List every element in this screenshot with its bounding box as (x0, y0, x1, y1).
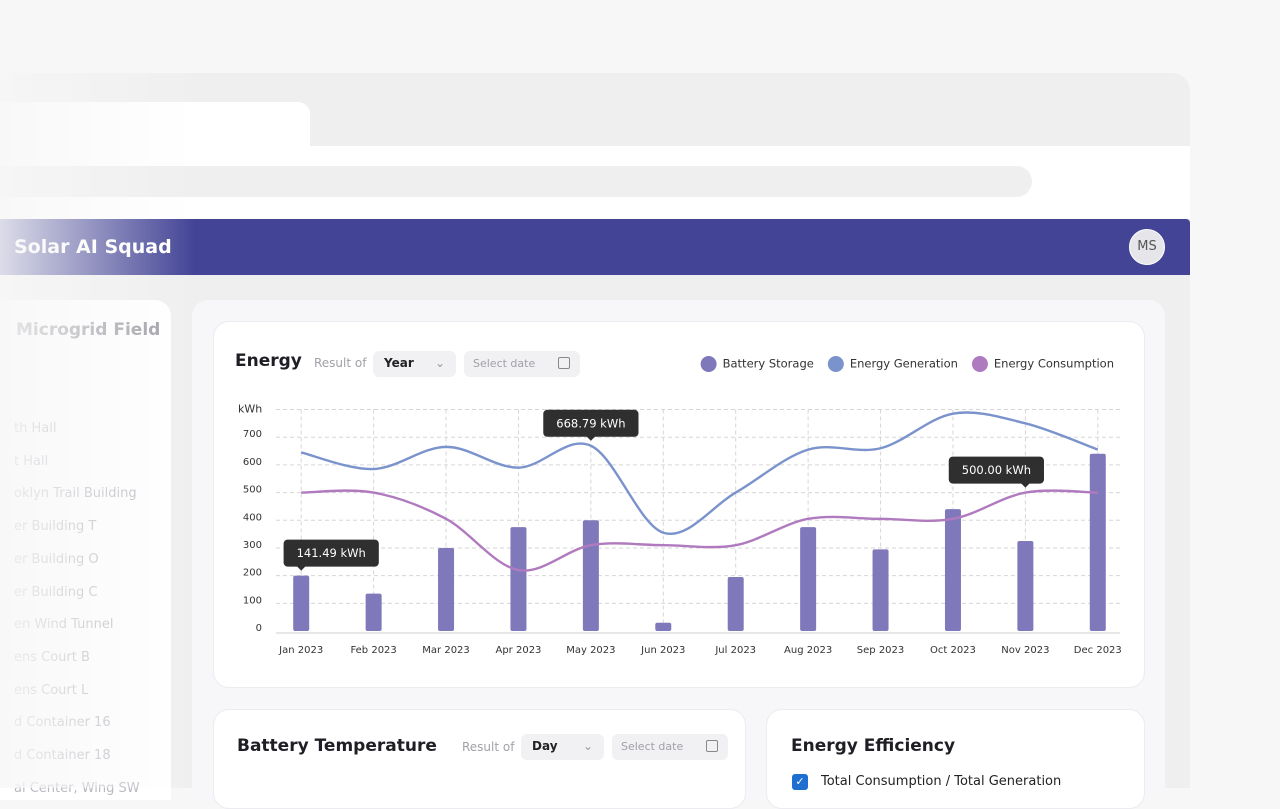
x-tick-label: Jan 2023 (278, 645, 323, 656)
y-tick-label: 700 (243, 429, 262, 440)
x-tick-label: Jun 2023 (640, 645, 685, 656)
y-tick-label: 400 (243, 512, 262, 523)
y-tick-label: 200 (243, 568, 262, 579)
x-tick-label: Mar 2023 (422, 645, 470, 656)
x-tick-label: Sep 2023 (857, 645, 904, 656)
tooltip: 141.49 kWh (283, 539, 379, 571)
tooltip-box (283, 539, 379, 567)
x-tick-label: Apr 2023 (495, 645, 541, 656)
tooltip-text: 141.49 kWh (297, 546, 366, 560)
x-tick-label: Feb 2023 (350, 645, 396, 656)
energy-chart: kWh 0 100 200 300 400 500 600 700 Jan 2023 Feb 202… (238, 356, 1122, 656)
date-picker[interactable]: Select date (612, 734, 728, 760)
legend-swatch (700, 356, 717, 372)
bar (727, 577, 744, 631)
y-tick-label: 600 (243, 457, 262, 468)
legend-label: Energy Consumption (994, 357, 1114, 371)
bar (438, 547, 455, 631)
y-tick-label: 300 (243, 540, 262, 551)
calendar-icon (706, 740, 718, 752)
date-placeholder: Select date (473, 357, 536, 370)
y-axis-label: kWh (238, 403, 262, 416)
period-select[interactable]: Day ⌄ (521, 734, 604, 760)
x-tick-label: Dec 2023 (1074, 645, 1122, 656)
bar (944, 509, 961, 631)
tooltip-box (948, 456, 1044, 484)
date-placeholder: Select date (621, 740, 684, 753)
y-tick-label: 0 (256, 623, 262, 634)
bar (1089, 453, 1106, 631)
y-tick-label: 500 (243, 485, 262, 496)
page: Solar AI Squad MS Microgrid Field th Hal… (0, 0, 1190, 809)
result-of-label: Result of (462, 740, 515, 754)
legend-swatch (971, 356, 988, 372)
bar (365, 593, 382, 631)
tooltip-pointer (585, 435, 596, 441)
date-picker[interactable]: Select date (464, 351, 580, 377)
legend-label: Energy Generation (850, 357, 958, 371)
legend-swatch (827, 356, 844, 372)
bar (293, 575, 310, 631)
line (300, 411, 1099, 536)
legend-label: Battery Storage (723, 357, 814, 371)
bar (582, 520, 599, 631)
line (301, 489, 1098, 572)
battery-temperature-title: Battery Temperature (237, 736, 437, 756)
period-value: Year (384, 356, 414, 370)
result-of-label: Result of (314, 356, 367, 370)
tooltip-text: 668.79 kWh (556, 416, 625, 430)
x-tick-label: Nov 2023 (1001, 645, 1049, 656)
x-tick-label: Jul 2023 (714, 645, 756, 656)
x-tick-label: Aug 2023 (784, 645, 832, 656)
bar (800, 527, 817, 631)
period-select[interactable]: Year ⌄ (373, 351, 456, 377)
checkbox-label: Total Consumption / Total Generation (821, 774, 1062, 789)
x-tick-label: Oct 2023 (930, 645, 976, 656)
chevron: ⌄ (435, 356, 446, 370)
tooltip: 668.79 kWh (543, 409, 639, 441)
y-tick-label: 100 (243, 595, 262, 606)
calendar-icon (558, 357, 570, 369)
avatar[interactable]: MS (1129, 229, 1165, 265)
tooltip-text: 500.00 kWh (962, 463, 1031, 477)
period-value: Day (532, 739, 558, 753)
bar (655, 622, 672, 631)
tooltip-box (543, 409, 639, 437)
tooltip-pointer (296, 565, 307, 571)
tooltip: 500.00 kWh (948, 456, 1044, 488)
bar (510, 527, 527, 631)
bar (1017, 541, 1034, 631)
bar (872, 549, 889, 631)
chevron: ⌄ (583, 739, 594, 753)
x-tick-label: May 2023 (566, 645, 615, 656)
app-header (0, 219, 1190, 275)
energy-title: Energy (235, 351, 302, 371)
energy-efficiency-title: Energy Efficiency (791, 736, 956, 756)
checkbox[interactable]: ✓ (792, 774, 808, 790)
tooltip-pointer (1020, 482, 1031, 488)
